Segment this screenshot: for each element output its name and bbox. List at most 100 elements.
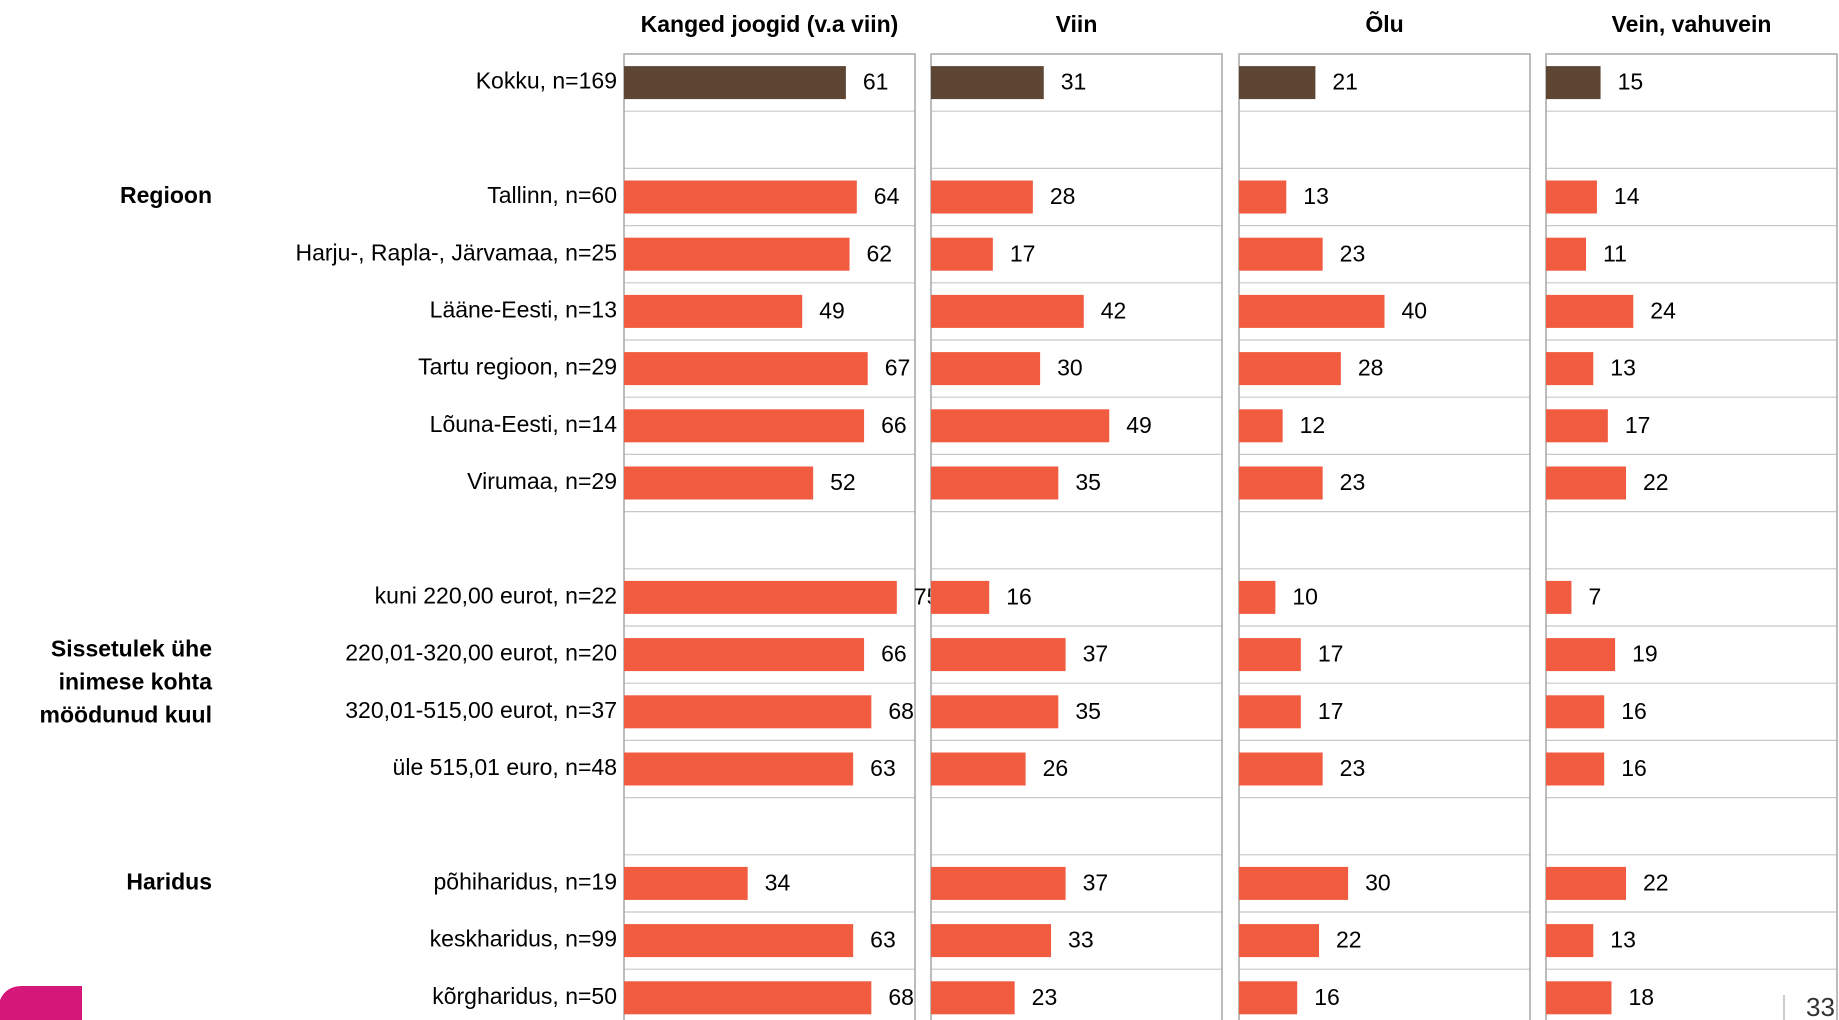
- value-label: 61: [863, 69, 889, 95]
- bar: [931, 752, 1026, 786]
- bar: [624, 237, 850, 271]
- group-label: möödunud kuul: [40, 701, 212, 727]
- value-label: 23: [1340, 240, 1366, 266]
- bar: [1546, 66, 1601, 100]
- group-label: Haridus: [126, 868, 212, 894]
- category-label: keskharidus, n=99: [430, 926, 617, 952]
- panel-title: Vein, vahuvein: [1612, 11, 1772, 37]
- category-label: Tallinn, n=60: [487, 182, 617, 208]
- value-label: 18: [1628, 984, 1654, 1010]
- panel-frame: [623, 53, 916, 1020]
- category-label: Kokku, n=169: [476, 68, 617, 94]
- bar: [931, 294, 1084, 328]
- value-label: 14: [1614, 183, 1640, 209]
- value-label: 23: [1032, 984, 1058, 1010]
- bar: [1546, 294, 1634, 328]
- bar: [1546, 924, 1594, 958]
- category-label: Lääne-Eesti, n=13: [430, 296, 617, 322]
- bar: [624, 752, 854, 786]
- value-label: 49: [819, 297, 845, 323]
- bar: [1239, 580, 1276, 614]
- value-label: 30: [1057, 355, 1083, 381]
- category-label: üle 515,01 euro, n=48: [393, 754, 617, 780]
- bar: [1239, 237, 1323, 271]
- value-label: 16: [1621, 755, 1647, 781]
- value-label: 63: [870, 755, 896, 781]
- value-label: 22: [1336, 927, 1362, 953]
- value-label: 67: [885, 355, 911, 381]
- value-label: 34: [765, 869, 791, 895]
- bar: [1546, 352, 1594, 386]
- value-label: 35: [1075, 469, 1101, 495]
- category-label: kõrgharidus, n=50: [432, 983, 617, 1009]
- bar: [1546, 638, 1616, 672]
- bar: [624, 924, 854, 958]
- value-label: 42: [1101, 297, 1127, 323]
- value-label: 22: [1643, 869, 1669, 895]
- bar: [1546, 752, 1605, 786]
- panel-title: Õlu: [1365, 10, 1403, 37]
- bar: [931, 352, 1041, 386]
- bar: [1546, 180, 1597, 214]
- bar: [624, 638, 865, 672]
- category-label: Virumaa, n=29: [467, 468, 617, 494]
- bar: [624, 409, 865, 443]
- category-label: Tartu regioon, n=29: [418, 354, 617, 380]
- value-label: 28: [1358, 355, 1384, 381]
- category-label: Lõuna-Eesti, n=14: [430, 411, 618, 437]
- value-label: 66: [881, 412, 907, 438]
- panel-frame: [1238, 53, 1531, 1020]
- value-label: 10: [1292, 583, 1318, 609]
- category-label: kuni 220,00 eurot, n=22: [375, 582, 617, 608]
- panel-frame: [930, 53, 1223, 1020]
- bar: [931, 638, 1066, 672]
- category-label: 320,01-515,00 eurot, n=37: [345, 697, 617, 723]
- value-label: 31: [1061, 69, 1087, 95]
- logo: [0, 986, 82, 1020]
- bar: [931, 924, 1052, 958]
- bar: [624, 352, 868, 386]
- value-label: 64: [874, 183, 900, 209]
- value-label: 30: [1365, 869, 1391, 895]
- value-label: 12: [1300, 412, 1326, 438]
- bar: [1239, 638, 1301, 672]
- value-label: 68: [888, 984, 914, 1010]
- value-label: 33: [1068, 927, 1094, 953]
- value-label: 24: [1650, 297, 1676, 323]
- value-label: 13: [1610, 927, 1636, 953]
- bar: [1546, 466, 1627, 500]
- bar: [624, 294, 803, 328]
- bar: [624, 866, 748, 900]
- value-label: 26: [1043, 755, 1069, 781]
- bar: [624, 580, 897, 614]
- value-label: 66: [881, 641, 907, 667]
- bar: [1546, 695, 1605, 729]
- bar: [624, 695, 872, 729]
- bar: [1239, 66, 1316, 100]
- value-label: 62: [867, 240, 893, 266]
- bar: [1239, 866, 1349, 900]
- value-label: 7: [1588, 583, 1601, 609]
- value-label: 16: [1314, 984, 1340, 1010]
- bar: [931, 409, 1110, 443]
- value-label: 49: [1126, 412, 1152, 438]
- bar: [624, 981, 872, 1015]
- value-label: 22: [1643, 469, 1669, 495]
- value-label: 15: [1618, 69, 1644, 95]
- bar: [1239, 752, 1323, 786]
- page-number: 33: [1806, 992, 1835, 1020]
- value-label: 16: [1006, 583, 1032, 609]
- group-label: Sissetulek ühe: [51, 635, 212, 661]
- category-label: Harju-, Rapla-, Järvamaa, n=25: [295, 239, 617, 265]
- category-label: põhiharidus, n=19: [433, 868, 617, 894]
- value-label: 17: [1625, 412, 1651, 438]
- value-label: 19: [1632, 641, 1658, 667]
- bar: [1239, 924, 1320, 958]
- bar: [1239, 409, 1283, 443]
- bar: [931, 695, 1059, 729]
- value-label: 17: [1010, 240, 1036, 266]
- bar: [1239, 294, 1385, 328]
- value-label: 52: [830, 469, 856, 495]
- value-label: 68: [888, 698, 914, 724]
